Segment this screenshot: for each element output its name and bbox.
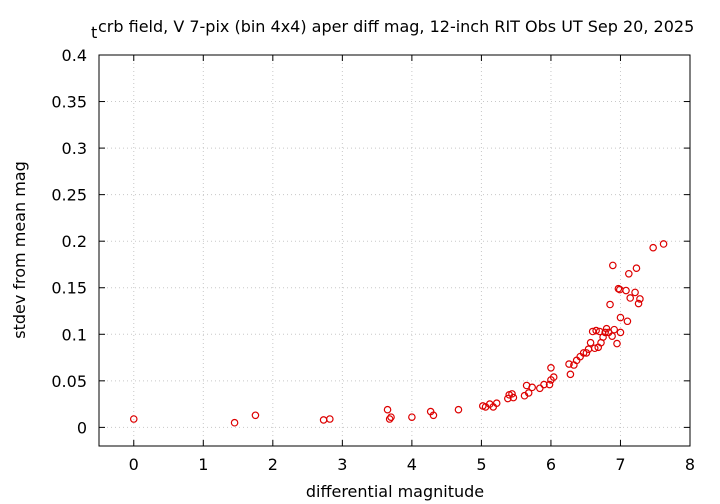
x-tick-label: 2 xyxy=(268,455,278,474)
data-point xyxy=(540,380,548,389)
data-point xyxy=(582,349,591,357)
data-points xyxy=(129,240,668,427)
data-point xyxy=(536,384,544,393)
data-point xyxy=(509,393,518,402)
data-point xyxy=(609,261,617,270)
data-point xyxy=(326,415,334,423)
plot-frame xyxy=(98,54,691,447)
data-point xyxy=(632,264,641,272)
data-point xyxy=(566,370,575,379)
data-point xyxy=(590,344,599,353)
data-point xyxy=(592,326,600,335)
y-tick-label: 0.25 xyxy=(51,186,87,205)
data-point xyxy=(383,405,392,414)
data-point xyxy=(524,389,533,397)
data-point xyxy=(626,294,635,302)
data-point xyxy=(601,328,609,337)
data-point xyxy=(586,338,595,347)
x-tick-label: 0 xyxy=(129,455,139,474)
data-point xyxy=(613,339,621,348)
y-tick-label: 0 xyxy=(77,418,87,437)
data-point xyxy=(504,394,512,403)
y-tick-label: 0.3 xyxy=(62,139,87,158)
x-tick-label: 1 xyxy=(198,455,208,474)
data-point xyxy=(408,413,416,421)
data-point xyxy=(565,360,573,368)
data-point xyxy=(634,299,643,308)
data-point xyxy=(616,313,625,322)
data-point xyxy=(614,284,623,293)
x-tick-label: 4 xyxy=(407,455,417,474)
y-tick-label: 0.35 xyxy=(51,93,87,112)
data-point xyxy=(616,328,625,337)
data-point xyxy=(599,333,607,341)
x-tick-label: 3 xyxy=(337,455,347,474)
chart-title-prefix: t xyxy=(91,23,97,42)
data-point xyxy=(631,288,639,297)
data-point xyxy=(610,325,619,334)
data-point xyxy=(547,363,555,372)
data-point xyxy=(508,390,516,398)
data-point xyxy=(545,380,554,389)
data-point xyxy=(129,415,138,423)
data-point xyxy=(606,300,614,309)
y-tick-label: 0.2 xyxy=(62,232,87,251)
data-point xyxy=(602,324,611,333)
axis-ticks xyxy=(99,54,691,446)
x-tick-label: 6 xyxy=(546,455,556,474)
data-point xyxy=(230,418,239,427)
data-point xyxy=(387,413,395,421)
data-point xyxy=(251,411,260,420)
data-point xyxy=(623,317,632,326)
x-tick-labels: 0 1 2 3 4 5 6 7 8 xyxy=(129,455,695,474)
data-point xyxy=(492,399,501,407)
data-point xyxy=(622,286,630,295)
data-point xyxy=(319,416,328,424)
y-axis-label: stdev from mean mag xyxy=(10,161,29,339)
grid xyxy=(99,55,690,446)
data-point xyxy=(649,243,657,252)
data-point xyxy=(659,240,668,248)
x-tick-label: 5 xyxy=(476,455,486,474)
data-point xyxy=(595,327,604,336)
data-point xyxy=(625,269,633,278)
y-tick-label: 0.15 xyxy=(51,279,87,298)
y-tick-label: 0.1 xyxy=(62,325,87,344)
y-tick-labels: 0 0.05 0.1 0.15 0.2 0.25 0.3 0.35 0.4 xyxy=(51,46,87,437)
y-tick-label: 0.4 xyxy=(62,46,87,65)
data-point xyxy=(454,405,463,414)
x-tick-label: 7 xyxy=(615,455,625,474)
data-point xyxy=(636,295,644,303)
data-point xyxy=(385,415,394,423)
x-axis-label: differential magnitude xyxy=(306,482,484,501)
data-point xyxy=(608,332,616,340)
y-tick-label: 0.05 xyxy=(51,372,87,391)
data-point xyxy=(549,373,558,381)
data-point xyxy=(579,349,588,357)
data-point xyxy=(528,383,536,392)
chart-title: crb field, V 7-pix (bin 4x4) aper diff m… xyxy=(98,17,694,36)
data-point xyxy=(429,411,438,420)
x-tick-label: 8 xyxy=(685,455,695,474)
